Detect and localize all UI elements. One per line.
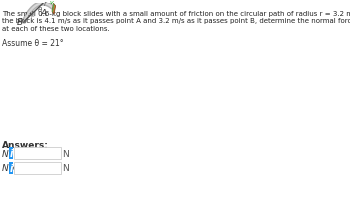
Text: The small 0.6-kg block slides with a small amount of friction on the circular pa: The small 0.6-kg block slides with a sma… [2, 11, 350, 17]
Text: the block is 4.1 m/s as it passes point A and 3.2 m/s as it passes point B, dete: the block is 4.1 m/s as it passes point … [2, 18, 350, 24]
Bar [52, 4, 56, 15]
Text: N: N [62, 149, 69, 158]
FancyBboxPatch shape [9, 147, 13, 159]
Text: at each of these two locations.: at each of these two locations. [2, 26, 110, 32]
Text: p: p [30, 13, 34, 18]
Text: A: A [40, 9, 47, 18]
Text: Answers:: Answers: [2, 141, 49, 149]
Text: i: i [9, 148, 13, 158]
Text: N: N [62, 163, 69, 172]
FancyBboxPatch shape [14, 162, 61, 174]
FancyBboxPatch shape [14, 147, 61, 159]
Text: r: r [44, 1, 47, 7]
Text: i: i [9, 163, 13, 173]
Text: v: v [50, 0, 54, 4]
Bar [52, 4, 54, 13]
Text: Assume θ = 21°: Assume θ = 21° [2, 39, 64, 48]
Text: Nₐ =: Nₐ = [2, 149, 23, 158]
FancyBboxPatch shape [9, 162, 13, 174]
Text: θ: θ [38, 7, 42, 13]
Text: B: B [16, 18, 23, 27]
Text: Nᴅ =: Nᴅ = [2, 163, 25, 172]
